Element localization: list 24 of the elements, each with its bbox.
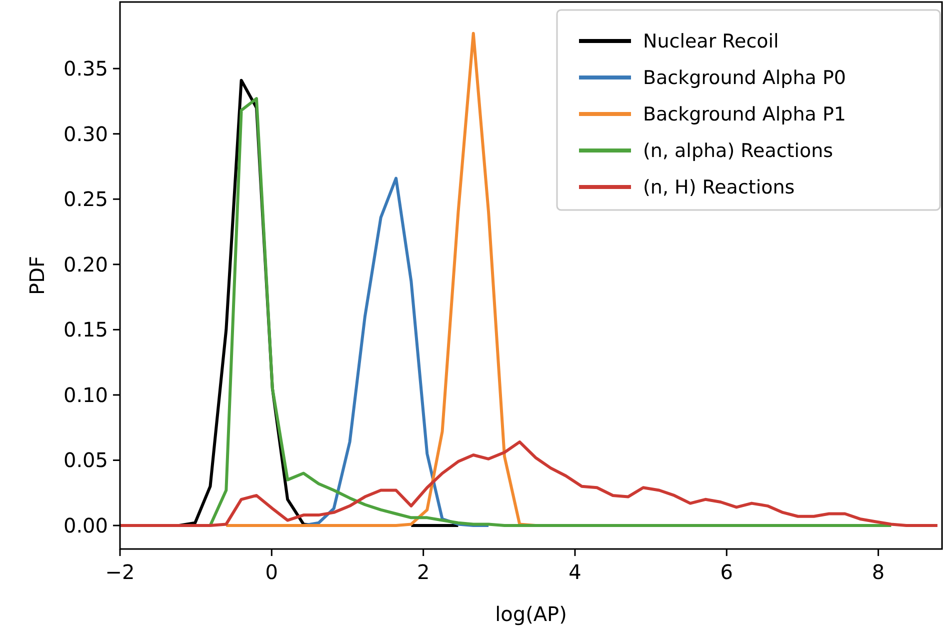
x-tick-label: 8 <box>872 560 885 584</box>
legend-label: Background Alpha P0 <box>643 67 846 90</box>
y-tick-label: 0.35 <box>63 56 108 81</box>
line-series <box>302 176 490 527</box>
y-tick-label: 0.00 <box>63 514 108 538</box>
y-tick-label: 0.20 <box>63 252 108 276</box>
x-axis-title: log(AP) <box>495 602 567 626</box>
legend-label: Nuclear Recoil <box>643 30 779 53</box>
x-tick-label: 6 <box>720 560 734 584</box>
y-axis-title: PDF <box>25 256 49 295</box>
legend-label: (n, alpha) Reactions <box>643 140 834 162</box>
x-tick-label: 0 <box>265 560 278 584</box>
y-tick-label: 0.30 <box>63 122 108 146</box>
y-tick-label: 0.25 <box>63 187 108 212</box>
line-series <box>208 97 893 527</box>
legend-label: Background Alpha P1 <box>643 104 846 126</box>
y-tick-label: 0.10 <box>63 382 108 407</box>
legend-label: (n, H) Reactions <box>643 176 795 199</box>
x-tick-label: 4 <box>568 560 582 584</box>
x-tick-label: 2 <box>416 560 430 584</box>
line-series <box>120 440 939 527</box>
x-tick-label: −2 <box>105 560 135 584</box>
y-tick-label: 0.05 <box>63 448 108 472</box>
y-tick-label: 0.15 <box>63 318 108 342</box>
